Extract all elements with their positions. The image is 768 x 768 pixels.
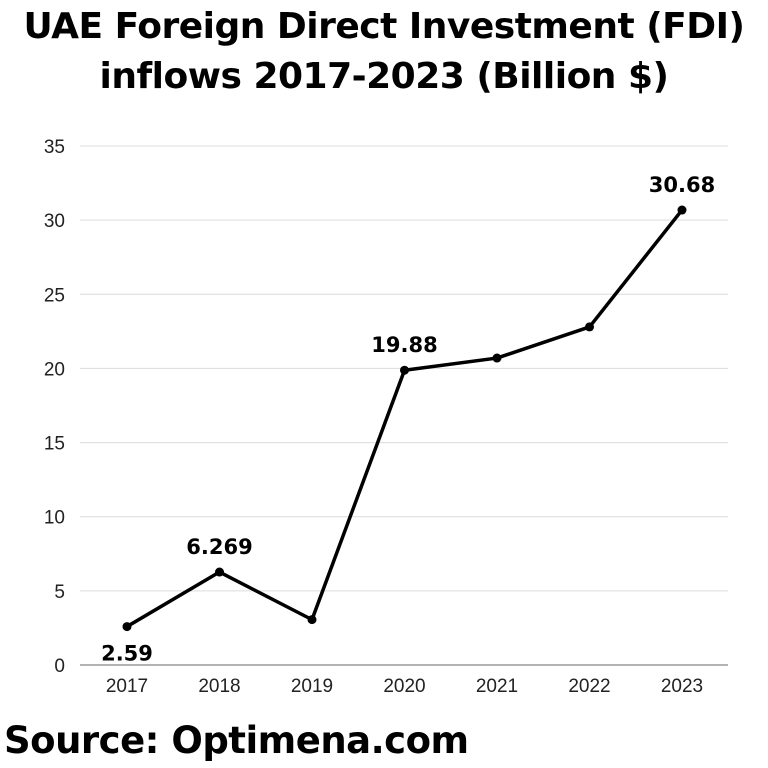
y-tick-label: 30 <box>44 211 65 232</box>
x-tick-label: 2018 <box>198 676 240 697</box>
data-point-marker <box>307 615 317 625</box>
y-tick-label: 35 <box>44 137 65 158</box>
data-labels: 2.59 6.269 19.88 30.68 <box>101 173 715 666</box>
chart-title-line-1: UAE Foreign Direct Investment (FDI) <box>23 6 745 47</box>
y-tick-label: 0 <box>54 656 65 677</box>
x-tick-label: 2019 <box>291 676 333 697</box>
data-point-marker <box>215 567 224 577</box>
x-tick-label: 2022 <box>568 676 610 697</box>
data-label: 30.68 <box>649 173 715 197</box>
data-point-marker <box>677 205 687 215</box>
x-tick-label: 2020 <box>383 676 425 697</box>
x-tick-label: 2023 <box>661 676 703 697</box>
data-point-marker <box>492 353 502 363</box>
data-point-marker <box>122 622 132 632</box>
data-label: 6.269 <box>186 535 252 559</box>
chart-title-line-2: inflows 2017-2023 (Billion $) <box>99 56 669 97</box>
y-tick-label: 15 <box>44 434 65 455</box>
chart-title: UAE Foreign Direct Investment (FDI) infl… <box>0 2 768 102</box>
x-axis-ticks: 2017 2018 2019 2020 2021 2022 2023 <box>106 676 703 697</box>
data-label: 2.59 <box>101 642 153 666</box>
fdi-series-line <box>125 208 684 629</box>
y-tick-label: 5 <box>54 582 65 603</box>
data-point-marker <box>585 322 594 332</box>
source-caption: Source: Optimena.com <box>4 719 469 762</box>
data-label: 19.88 <box>371 333 437 357</box>
y-tick-label: 10 <box>44 508 65 529</box>
y-tick-label: 25 <box>44 285 65 306</box>
data-points <box>122 205 687 632</box>
y-tick-label: 20 <box>44 359 65 380</box>
y-axis-ticks: 0 5 10 15 20 25 30 35 <box>44 137 65 677</box>
x-tick-label: 2017 <box>106 676 148 697</box>
data-point-marker <box>400 365 409 375</box>
x-tick-label: 2021 <box>476 676 518 697</box>
gridlines <box>80 145 728 666</box>
